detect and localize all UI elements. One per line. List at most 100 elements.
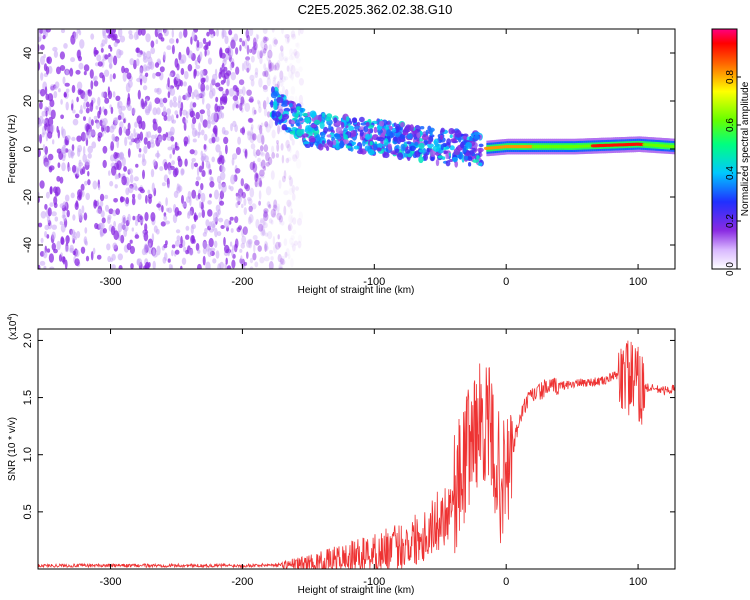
spectrogram-noise-blob — [53, 50, 59, 58]
spectrogram-noise-blob — [262, 70, 267, 77]
spectrogram-signal-blob — [278, 118, 282, 125]
spectrogram-signal-blob — [377, 143, 383, 149]
spectrogram-noise-blob — [263, 36, 269, 42]
spectrogram-noise-blob — [120, 196, 125, 202]
snr-y-tick-label: 0.5 — [22, 504, 34, 519]
spectrogram-signal-blob — [473, 131, 480, 136]
spectrogram-noise-blob — [243, 198, 247, 206]
spectrogram-noise-blob — [84, 227, 88, 234]
spectrogram-noise-blob — [117, 100, 123, 108]
spectrogram-noise-blob — [150, 134, 156, 140]
spectrogram-noise-blob — [220, 69, 226, 78]
spectrogram-noise-blob — [46, 216, 51, 223]
spectrogram-noise-blob — [232, 95, 239, 101]
spectrogram-noise-blob — [259, 219, 265, 227]
spectrogram-noise-blob — [140, 98, 145, 108]
spectrogram-noise-blob — [137, 193, 142, 200]
spectrogram-noise-blob — [50, 109, 56, 120]
spectrogram-signal-blob — [296, 128, 303, 137]
spectrogram-noise-blob — [196, 39, 200, 48]
spectrogram-noise-blob — [246, 67, 250, 73]
spectrogram-noise-blob — [59, 221, 63, 226]
spectrogram-noise-blob — [38, 264, 41, 269]
spectrogram-noise-blob — [77, 55, 82, 62]
spectrogram-noise-blob — [257, 99, 260, 105]
spectrogram-noise-blob — [273, 75, 277, 80]
spectrogram-noise-blob — [174, 58, 179, 68]
spectrogram-noise-blob — [155, 228, 160, 235]
spectrogram-noise-blob — [93, 76, 96, 82]
snr-x-tick-label: 100 — [629, 576, 647, 588]
spectrogram-noise-blob — [214, 82, 221, 88]
spectrogram-noise-blob — [270, 256, 274, 261]
spectrogram-noise-blob — [141, 158, 147, 167]
spectrogram-noise-blob — [81, 205, 85, 214]
spectrogram-noise-blob — [152, 121, 158, 131]
spectrogram-signal-blob — [316, 133, 321, 142]
spectrogram-noise-blob — [39, 180, 45, 189]
snr-y-tick-label: 1.0 — [22, 447, 34, 462]
spectrogram-signal-blob — [450, 138, 457, 142]
spectrogram-noise-blob — [255, 172, 258, 181]
spectrogram-noise-blob — [190, 161, 195, 170]
spectrogram-noise-blob — [295, 186, 299, 192]
spectrogram-noise-blob — [171, 114, 174, 124]
spectrogram-noise-blob — [84, 238, 87, 246]
spectrogram-noise-blob — [171, 29, 174, 38]
spectrogram-noise-blob — [263, 144, 269, 153]
spectrogram-noise-blob — [241, 191, 246, 199]
spectrogram-noise-blob — [72, 109, 76, 114]
spectrogram-noise-blob — [146, 50, 152, 60]
spectrogram-noise-blob — [121, 175, 127, 186]
spectrogram-noise-blob — [254, 261, 259, 268]
spectrogram-noise-blob — [258, 177, 262, 187]
spectrogram-noise-blob — [247, 216, 252, 225]
spectrogram-noise-blob — [279, 77, 284, 87]
spectrogram-noise-blob — [108, 44, 111, 49]
spectrogram-signal-blob — [281, 94, 285, 98]
spectrogram-noise-blob — [58, 254, 62, 262]
spectrogram-noise-blob — [63, 43, 68, 49]
spectrogram-noise-blob — [294, 71, 301, 78]
spectrogram-noise-blob — [113, 198, 118, 203]
spectrogram-noise-blob — [225, 88, 229, 96]
spectrogram-noise-blob — [109, 73, 113, 83]
spectrogram-noise-blob — [47, 131, 53, 139]
spectrogram-noise-blob — [62, 76, 66, 85]
spectrogram-noise-blob — [248, 205, 253, 212]
spectrogram-y-tick-label: -40 — [22, 237, 34, 253]
spectrogram-noise-blob — [183, 29, 188, 38]
spectrogram-noise-blob — [144, 223, 148, 232]
spectrogram-signal-blob — [427, 143, 434, 148]
spectrogram-noise-blob — [289, 73, 294, 80]
spectrogram-noise-blob — [48, 65, 53, 74]
spectrogram-noise-blob — [287, 253, 291, 260]
spectrogram-noise-blob — [38, 222, 43, 228]
spectrogram-signal-blob — [351, 117, 358, 124]
spectrogram-noise-blob — [49, 124, 55, 133]
spectrogram-noise-blob — [65, 235, 70, 244]
spectrogram-noise-blob — [127, 92, 130, 102]
spectrogram-noise-blob — [55, 186, 61, 196]
spectrogram-noise-blob — [208, 163, 211, 170]
spectrogram-noise-blob — [87, 145, 93, 154]
spectrogram-noise-blob — [105, 29, 109, 34]
spectrogram-y-tick-label: 40 — [22, 47, 34, 59]
spectrogram-noise-blob — [49, 186, 53, 195]
spectrogram-signal-blob — [342, 139, 349, 145]
spectrogram-noise-blob — [292, 217, 297, 225]
snr-y-scale-suffix: ) — [8, 313, 19, 316]
spectrogram-noise-blob — [259, 145, 264, 152]
spectrogram-noise-blob — [275, 241, 281, 250]
spectrogram-noise-blob — [229, 216, 234, 221]
spectrogram-signal-blob — [463, 145, 467, 153]
spectrogram-noise-blob — [76, 96, 79, 103]
spectrogram-x-tick-label: -300 — [100, 276, 122, 288]
spectrogram-noise-blob — [60, 223, 66, 233]
spectrogram-noise-blob — [69, 244, 74, 252]
spectrogram-signal-blob — [345, 145, 352, 149]
spectrogram-noise-blob — [241, 62, 245, 72]
spectrogram-noise-blob — [249, 266, 254, 269]
spectrogram-noise-blob — [45, 191, 50, 199]
spectrogram-signal-blob — [343, 127, 349, 132]
